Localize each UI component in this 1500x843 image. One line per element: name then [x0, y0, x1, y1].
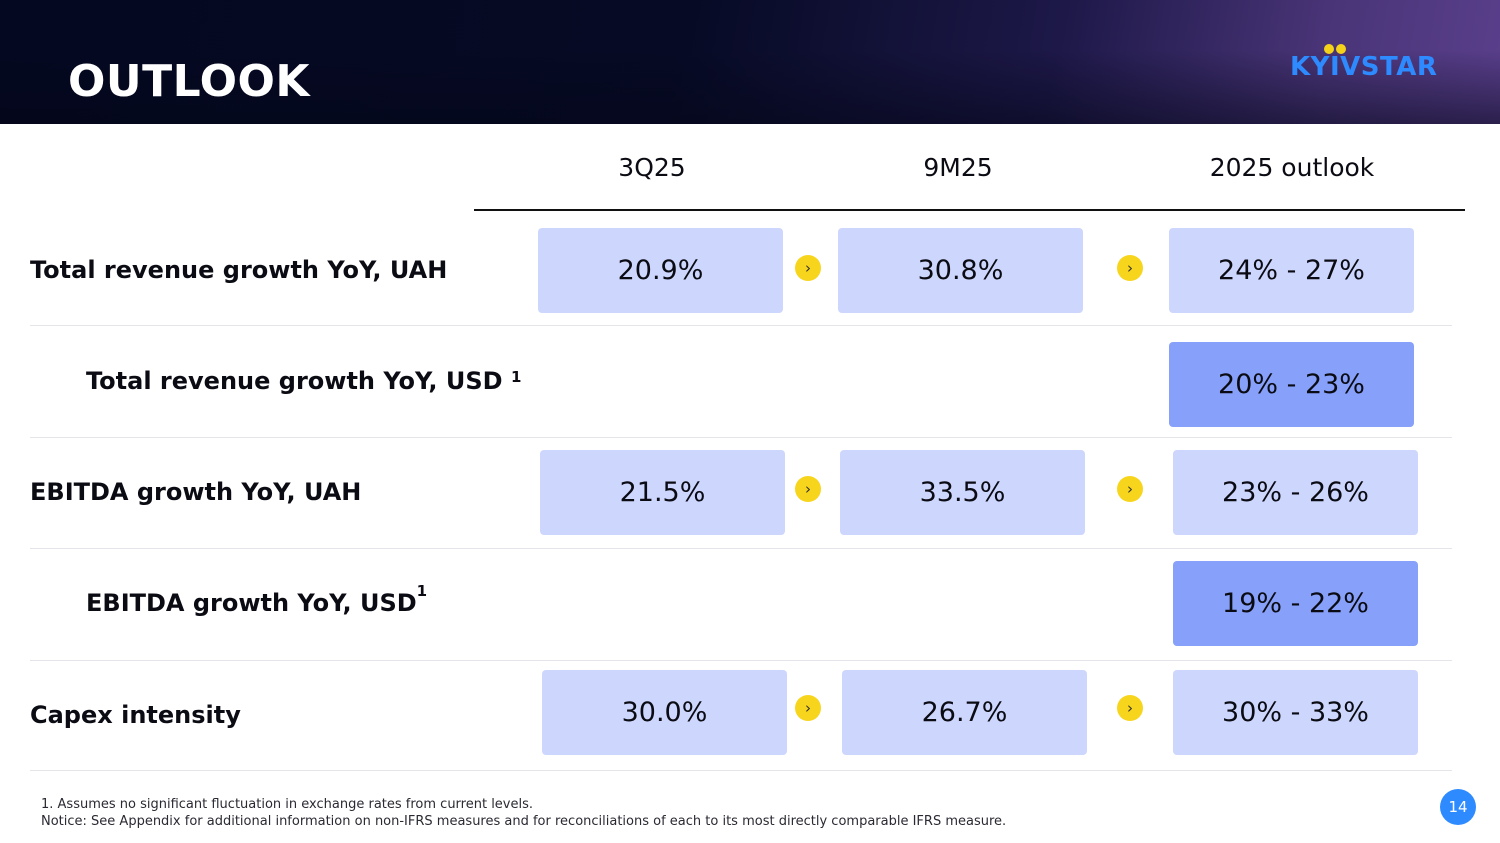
cell-3q25-revenue-uah: 20.9% [538, 228, 783, 313]
footnote-1: 1. Assumes no significant fluctuation in… [41, 797, 534, 812]
cell-outlook-capex: 30% - 33% [1173, 670, 1418, 755]
row-label-revenue-uah: Total revenue growth YoY, UAH [30, 256, 448, 284]
row-divider [30, 325, 1452, 326]
logo-text: KYIVSTAR [1290, 52, 1438, 82]
column-header-9m25: 9M25 [923, 153, 993, 182]
chevron-right-icon: › [795, 695, 821, 721]
footnote-ref: 1 [416, 582, 428, 600]
cell-9m25-revenue-uah: 30.8% [838, 228, 1083, 313]
logo-dot-icon [1336, 44, 1346, 54]
chevron-right-icon: › [795, 255, 821, 281]
cell-9m25-capex: 26.7% [842, 670, 1087, 755]
row-label-ebitda-uah: EBITDA growth YoY, UAH [30, 478, 362, 506]
cell-outlook-ebitda-usd: 19% - 22% [1173, 561, 1418, 646]
row-divider [30, 548, 1452, 549]
cell-9m25-ebitda-uah: 33.5% [840, 450, 1085, 535]
row-label-revenue-usd: Total revenue growth YoY, USD 1 [86, 366, 521, 396]
cell-3q25-ebitda-uah: 21.5% [540, 450, 785, 535]
chevron-right-icon: › [1117, 476, 1143, 502]
cell-3q25-capex: 30.0% [542, 670, 787, 755]
row-label-ebitda-usd: EBITDA growth YoY, USD1 [86, 582, 427, 618]
page-title: OUTLOOK [68, 56, 311, 107]
header-divider [474, 209, 1465, 211]
cell-outlook-ebitda-uah: 23% - 26% [1173, 450, 1418, 535]
chevron-right-icon: › [1117, 255, 1143, 281]
row-label-text: EBITDA growth YoY, USD [86, 589, 417, 617]
footnote-notice: Notice: See Appendix for additional info… [41, 814, 1007, 829]
chevron-right-icon: › [795, 476, 821, 502]
cell-outlook-revenue-uah: 24% - 27% [1169, 228, 1414, 313]
footnote-ref: 1 [510, 368, 522, 386]
column-header-3q25: 3Q25 [618, 153, 686, 182]
page-number-badge: 14 [1440, 789, 1476, 825]
row-divider [30, 437, 1452, 438]
row-label-text: Total revenue growth YoY, USD [86, 367, 503, 395]
logo-dot-icon [1324, 44, 1334, 54]
row-divider [30, 660, 1452, 661]
column-header-2025-outlook: 2025 outlook [1209, 153, 1375, 182]
header-shade [0, 0, 1500, 124]
chevron-right-icon: › [1117, 695, 1143, 721]
cell-outlook-revenue-usd: 20% - 23% [1169, 342, 1414, 427]
kyivstar-logo: KYIVSTAR [1290, 40, 1438, 84]
row-label-capex-intensity: Capex intensity [30, 701, 241, 729]
row-divider [30, 770, 1452, 771]
